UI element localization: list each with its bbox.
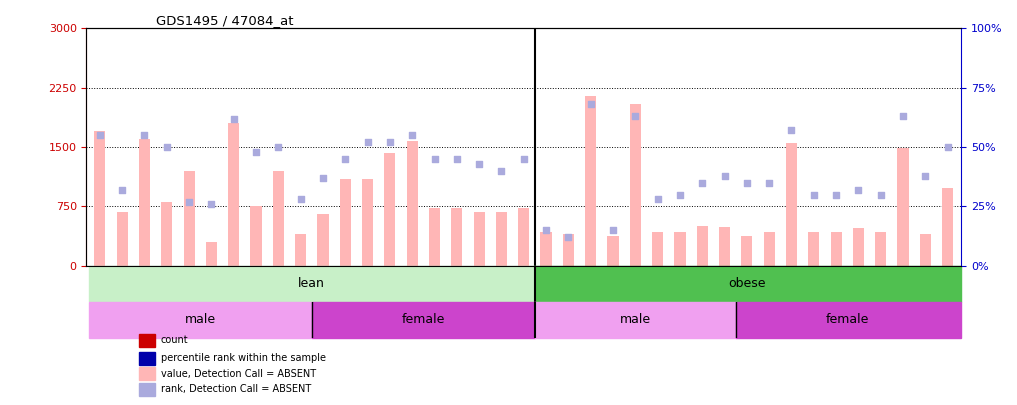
Bar: [228, 124, 239, 266]
Bar: [942, 188, 953, 266]
Point: [448, 156, 465, 162]
Point: [605, 227, 621, 233]
Bar: [535, 302, 735, 338]
Point: [293, 196, 309, 202]
Point: [271, 144, 287, 150]
Point: [738, 179, 755, 186]
Point: [873, 191, 889, 198]
Point: [359, 139, 375, 145]
Bar: [95, 131, 106, 266]
Bar: [139, 352, 155, 365]
Point: [672, 191, 689, 198]
Text: percentile rank within the sample: percentile rank within the sample: [161, 353, 325, 363]
Bar: [88, 302, 312, 338]
Point: [538, 227, 554, 233]
Bar: [139, 139, 151, 266]
Bar: [697, 226, 708, 266]
Bar: [674, 232, 685, 266]
Point: [426, 156, 442, 162]
Bar: [719, 227, 730, 266]
Bar: [139, 383, 155, 396]
Point: [917, 173, 934, 179]
Bar: [205, 242, 217, 266]
Bar: [340, 179, 351, 266]
Point: [650, 196, 666, 202]
Point: [136, 132, 153, 139]
Text: male: male: [619, 313, 651, 326]
Bar: [139, 334, 155, 347]
Bar: [183, 171, 194, 266]
Bar: [295, 234, 306, 266]
Point: [114, 187, 130, 193]
Bar: [897, 148, 908, 266]
Bar: [831, 232, 842, 266]
Text: rank, Detection Call = ABSENT: rank, Detection Call = ABSENT: [161, 384, 311, 394]
Point: [516, 156, 532, 162]
Point: [315, 175, 332, 181]
Bar: [562, 234, 574, 266]
Bar: [139, 367, 155, 380]
Text: count: count: [161, 335, 188, 345]
Point: [695, 179, 711, 186]
Text: male: male: [185, 313, 216, 326]
Bar: [384, 153, 396, 266]
Text: value, Detection Call = ABSENT: value, Detection Call = ABSENT: [161, 369, 316, 379]
Bar: [407, 141, 418, 266]
Point: [92, 132, 108, 139]
Text: GDS1495 / 47084_at: GDS1495 / 47084_at: [157, 14, 294, 27]
Bar: [273, 171, 284, 266]
Bar: [876, 232, 887, 266]
Point: [226, 115, 242, 122]
Text: female: female: [402, 313, 445, 326]
Bar: [809, 232, 820, 266]
Bar: [429, 208, 440, 266]
Bar: [88, 266, 535, 302]
Point: [560, 234, 577, 241]
Text: obese: obese: [728, 277, 766, 290]
Point: [895, 113, 911, 119]
Text: female: female: [826, 313, 869, 326]
Point: [248, 149, 264, 155]
Bar: [250, 207, 261, 266]
Point: [181, 198, 197, 205]
Bar: [919, 234, 931, 266]
Point: [828, 191, 844, 198]
Bar: [519, 208, 529, 266]
Text: lean: lean: [298, 277, 325, 290]
Point: [381, 139, 398, 145]
Point: [805, 191, 822, 198]
Bar: [540, 232, 551, 266]
Point: [159, 144, 175, 150]
Point: [583, 101, 599, 108]
Point: [627, 113, 644, 119]
Bar: [735, 302, 961, 338]
Point: [337, 156, 353, 162]
Point: [493, 168, 510, 174]
Point: [940, 144, 956, 150]
Bar: [161, 202, 172, 266]
Bar: [535, 266, 961, 302]
Bar: [786, 143, 797, 266]
Point: [783, 127, 799, 134]
Bar: [607, 236, 618, 266]
Bar: [630, 104, 641, 266]
Bar: [652, 232, 663, 266]
Bar: [362, 179, 373, 266]
Bar: [317, 214, 328, 266]
Point: [404, 132, 420, 139]
Point: [471, 160, 487, 167]
Bar: [117, 212, 128, 266]
Bar: [474, 212, 485, 266]
Bar: [585, 96, 596, 266]
Point: [761, 179, 777, 186]
Bar: [764, 232, 775, 266]
Bar: [452, 208, 463, 266]
Bar: [312, 302, 535, 338]
Bar: [853, 228, 864, 266]
Point: [850, 187, 866, 193]
Bar: [741, 236, 753, 266]
Point: [716, 173, 732, 179]
Bar: [496, 212, 507, 266]
Point: [203, 201, 220, 207]
